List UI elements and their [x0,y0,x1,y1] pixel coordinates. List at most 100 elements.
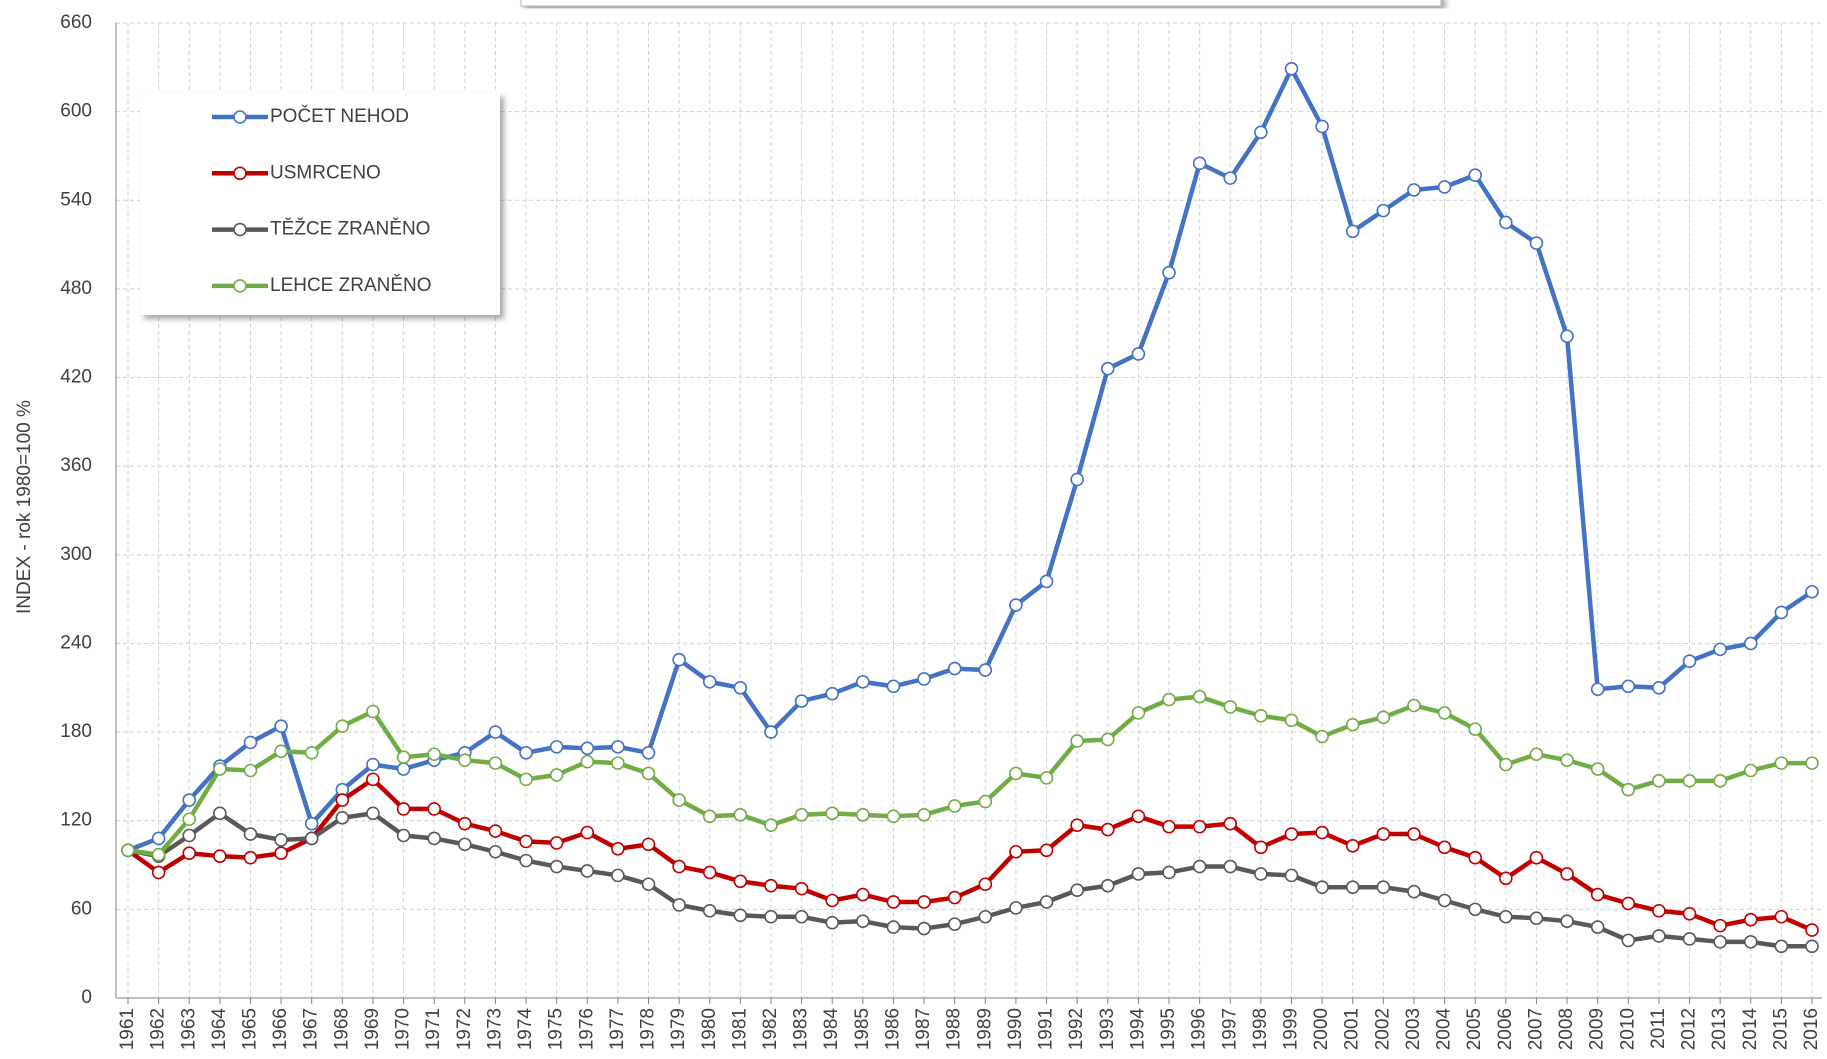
marker [917,921,931,936]
marker [396,802,411,816]
y-axis-label: INDEX - rok 1980=100 % [14,400,35,614]
marker [1774,605,1789,620]
marker [335,793,350,807]
marker [764,878,778,893]
marker [947,661,962,676]
x-tick-label: 1995 [1158,1008,1179,1050]
marker [1652,774,1666,788]
marker [366,757,380,772]
marker [856,675,870,689]
marker [764,725,778,739]
marker [519,853,533,868]
x-tick-label: 1962 [148,1008,169,1050]
marker [1284,61,1299,76]
marker [794,694,809,708]
marker [274,744,288,759]
x-tick-label: 1988 [944,1008,965,1050]
legend-marker [233,222,247,237]
marker [1376,203,1391,218]
marker [549,836,564,850]
x-tick-label: 1996 [1189,1008,1210,1050]
x-tick-label: 2009 [1587,1008,1608,1050]
marker [1743,935,1758,949]
x-tick-label: 1978 [638,1008,659,1050]
marker [1407,183,1421,197]
marker [366,806,380,821]
marker [1682,654,1697,668]
marker [151,847,166,862]
x-tick-label: 1985 [852,1008,873,1050]
marker [580,864,595,878]
marker [1345,717,1360,732]
marker [947,890,962,905]
marker [396,828,411,843]
marker [794,808,809,822]
legend: POČET NEHOD USMRCENO TĚŽCE ZRANĚNO LEHCE ZR… [140,93,500,315]
marker [611,756,625,770]
y-tick-label: 240 [60,632,92,653]
marker [121,843,135,858]
x-tick-label: 1999 [1281,1008,1302,1050]
marker [825,893,840,908]
x-tick-label: 1970 [393,1008,414,1050]
marker [702,809,717,824]
marker [1254,867,1268,881]
marker [978,663,993,677]
x-tick-label: 1984 [821,1008,842,1051]
marker [794,909,809,924]
x-tick-label: 1981 [729,1008,750,1050]
x-tick-label: 1991 [1036,1008,1057,1050]
x-tick-label: 1993 [1097,1008,1118,1050]
marker [1254,125,1268,140]
x-tick-label: 1965 [239,1008,260,1050]
marker [1468,168,1482,182]
marker [1162,265,1176,280]
grid: 0 60 120 180 240 300 360 420 480 540 600 660 1961 196… [60,12,1822,1050]
marker [1162,865,1176,880]
marker [457,837,472,852]
marker [1713,935,1727,949]
x-tick-label: 2005 [1464,1008,1485,1050]
marker [1131,867,1146,881]
marker [1376,710,1391,725]
x-tick-label: 1992 [1066,1008,1087,1050]
marker [611,841,625,856]
marker [366,772,380,787]
marker [1560,867,1574,881]
marker [396,750,411,765]
marker [1437,180,1452,194]
marker [1223,171,1238,185]
marker [1743,636,1758,651]
marker [1468,722,1482,736]
marker [672,652,686,667]
x-tick-label: 1977 [607,1008,628,1050]
marker [1223,816,1238,831]
x-tick-label: 2006 [1495,1008,1516,1050]
x-tick-label: 2000 [1311,1008,1332,1050]
marker [764,909,778,924]
plot [121,61,1819,954]
marker [672,898,686,912]
x-tick-label: 2003 [1403,1008,1424,1050]
marker [1437,840,1452,855]
x-tick-label: 1998 [1250,1008,1271,1050]
y-tick-label: 480 [60,278,92,299]
marker [978,877,993,892]
x-tick-label: 2015 [1770,1008,1791,1050]
marker [825,686,840,701]
marker [1223,859,1238,874]
marker [1529,850,1544,865]
marker [1009,766,1023,781]
x-tick-label: 1982 [760,1008,781,1050]
marker [1805,756,1819,770]
marker [1284,713,1299,728]
title-box [520,0,1442,7]
y-tick-label: 300 [60,544,92,565]
x-tick-label: 2001 [1342,1008,1363,1050]
marker [1039,895,1054,909]
marker [1437,893,1452,908]
legend-label: LEHCE ZRANĚNO [270,274,432,296]
x-tick-label: 2013 [1709,1008,1730,1050]
marker [825,806,840,821]
marker [182,812,197,827]
